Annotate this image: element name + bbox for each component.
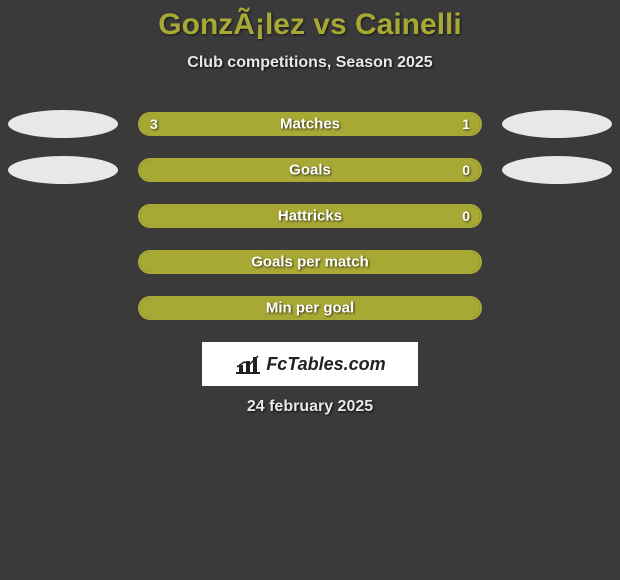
stat-value-right: 1	[462, 116, 470, 132]
stat-row: 31Matches	[0, 112, 620, 136]
bar-fill-right	[140, 160, 480, 180]
bar-fill-right	[140, 298, 480, 318]
team-oval-right	[502, 156, 612, 184]
stat-bar-track: 31Matches	[138, 112, 482, 136]
logo-inner: FcTables.com	[234, 353, 385, 375]
stat-value-right: 0	[462, 162, 470, 178]
stat-value-right: 0	[462, 208, 470, 224]
bar-fill-right	[140, 252, 480, 272]
stat-bar-track: 0Hattricks	[138, 204, 482, 228]
stat-row: 0Goals	[0, 158, 620, 182]
stat-bar-track: Goals per match	[138, 250, 482, 274]
team-oval-left	[8, 156, 118, 184]
team-oval-left	[8, 110, 118, 138]
infographic-container: GonzÃ¡lez vs Cainelli Club competitions,…	[0, 0, 620, 416]
stat-bar-track: 0Goals	[138, 158, 482, 182]
logo-text: FcTables.com	[266, 354, 385, 375]
stat-row: Min per goal	[0, 296, 620, 320]
bar-fill-left	[140, 114, 395, 134]
logo-box: FcTables.com	[202, 342, 418, 386]
chart-icon	[234, 353, 262, 375]
page-subtitle: Club competitions, Season 2025	[0, 54, 620, 72]
stat-bar-track: Min per goal	[138, 296, 482, 320]
stat-value-left: 3	[150, 116, 158, 132]
stat-row: Goals per match	[0, 250, 620, 274]
stats-area: 31Matches0Goals0HattricksGoals per match…	[0, 112, 620, 320]
footer-date: 24 february 2025	[0, 398, 620, 416]
stat-row: 0Hattricks	[0, 204, 620, 228]
team-oval-right	[502, 110, 612, 138]
bar-fill-right	[140, 206, 480, 226]
page-title: GonzÃ¡lez vs Cainelli	[0, 8, 620, 42]
